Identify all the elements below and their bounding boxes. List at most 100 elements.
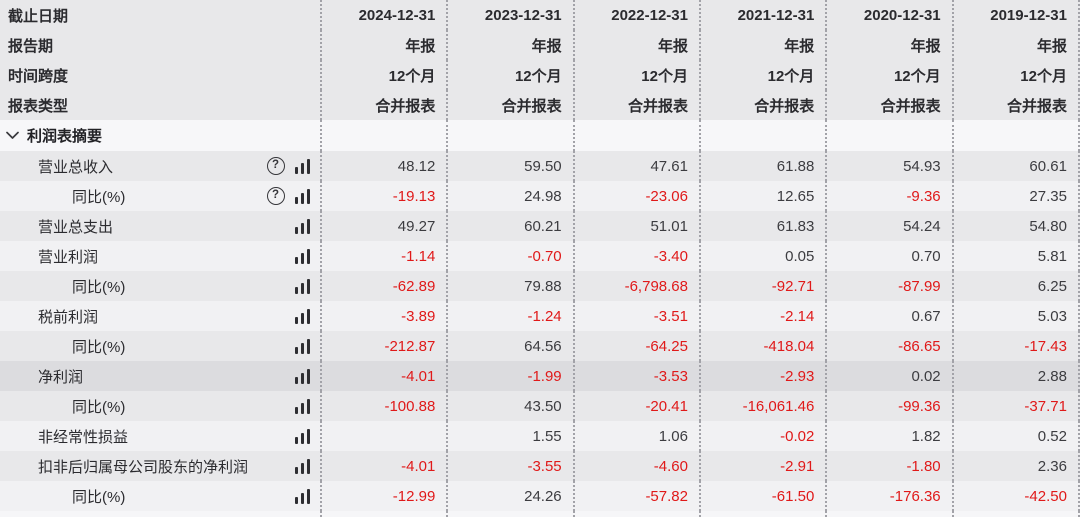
bar-chart-icon[interactable] [294, 308, 310, 324]
header-cell: 合并报表 [446, 90, 572, 120]
value-cell: 0.05 [698, 241, 825, 271]
section-row[interactable]: 利润表摘要 [0, 120, 1080, 151]
bar-chart-icon[interactable] [294, 218, 310, 234]
value-cell: 54.80 [951, 211, 1080, 241]
bar-chart-icon[interactable] [294, 368, 310, 384]
value-cell: -16,061.46 [698, 391, 825, 421]
value-cell: 6.25 [951, 271, 1080, 301]
section-title: 利润表摘要 [27, 128, 103, 145]
row-label: 同比(%) [72, 398, 126, 416]
value-cell: -99.36 [825, 391, 951, 421]
value-cell: 59.50 [446, 151, 572, 181]
value-cell: 51.01 [572, 211, 699, 241]
value-cell: -1.99 [446, 361, 572, 391]
bar-chart-icon[interactable] [294, 428, 310, 444]
header-row-label: 截止日期 [8, 7, 69, 25]
row-label: 营业总支出 [38, 218, 114, 236]
bar-chart-icon[interactable] [294, 158, 310, 174]
bar-chart-icon[interactable] [294, 488, 310, 504]
header-cell: 合并报表 [951, 90, 1080, 120]
value-cell: -42.50 [951, 481, 1080, 511]
header-row: 报表类型 合并报表 合并报表 合并报表 合并报表 合并报表 合并报表 [0, 90, 1080, 120]
header-cell: 12个月 [446, 60, 572, 90]
value-cell: 48.12 [320, 151, 446, 181]
value-cell: 0.67 [825, 301, 951, 331]
row-label: 同比(%) [72, 488, 126, 506]
value-cell: -17.43 [951, 331, 1080, 361]
value-cell: 27.35 [951, 181, 1080, 211]
bar-chart-icon[interactable] [294, 188, 310, 204]
value-cell: -1.80 [825, 451, 951, 481]
chevron-down-icon[interactable] [6, 131, 19, 140]
value-cell: 24.98 [446, 181, 572, 211]
table-row: 同比(%) -100.88 43.50 -20.41 -16,061.46 -9… [0, 391, 1080, 421]
header-cell: 12个月 [825, 60, 951, 90]
table-row: 同比(%) -12.99 24.26 -57.82 -61.50 -176.36… [0, 481, 1080, 511]
header-cell: 年报 [951, 30, 1080, 60]
bar-chart-icon[interactable] [294, 398, 310, 414]
value-cell: -212.87 [320, 331, 446, 361]
value-cell: 1.82 [825, 421, 951, 451]
value-cell: 61.88 [698, 151, 825, 181]
value-cell: -57.82 [572, 481, 699, 511]
header-cell: 12个月 [572, 60, 699, 90]
help-icon[interactable]: ? [266, 157, 285, 175]
header-cell: 2024-12-31 [320, 0, 446, 30]
value-cell: -1.14 [320, 241, 446, 271]
value-cell: 1.06 [572, 421, 699, 451]
table-row: 同比(%) -212.87 64.56 -64.25 -418.04 -86.6… [0, 331, 1080, 361]
value-cell: -3.40 [572, 241, 699, 271]
value-cell: -4.01 [320, 361, 446, 391]
header-row: 时间跨度 12个月 12个月 12个月 12个月 12个月 12个月 [0, 60, 1080, 90]
header-cell: 12个月 [698, 60, 825, 90]
bar-chart-icon[interactable] [294, 458, 310, 474]
row-label: 净利润 [38, 368, 84, 386]
value-cell: 2.36 [951, 451, 1080, 481]
table-row: 税前利润 -3.89 -1.24 -3.51 -2.14 0.67 5.03 [0, 301, 1080, 331]
value-cell: -2.91 [698, 451, 825, 481]
row-label: 同比(%) [72, 188, 126, 206]
section-cell [951, 120, 1080, 151]
row-label: 扣非后归属母公司股东的净利润 [38, 458, 249, 476]
header-cell: 合并报表 [572, 90, 699, 120]
value-cell: -418.04 [698, 331, 825, 361]
value-cell: -19.13 [320, 181, 446, 211]
value-cell: -37.71 [951, 391, 1080, 421]
header-cell: 12个月 [951, 60, 1080, 90]
value-cell: -3.51 [572, 301, 699, 331]
header-cell: 2023-12-31 [446, 0, 572, 30]
value-cell: 2.88 [951, 361, 1080, 391]
table-row: 营业总支出 49.27 60.21 51.01 61.83 54.24 54.8… [0, 211, 1080, 241]
partial-next-row [0, 511, 1080, 517]
value-cell: 64.56 [446, 331, 572, 361]
value-cell: 5.03 [951, 301, 1080, 331]
value-cell: 24.26 [446, 481, 572, 511]
header-cell: 2022-12-31 [572, 0, 699, 30]
value-cell: -2.14 [698, 301, 825, 331]
bar-chart-icon[interactable] [294, 248, 310, 264]
header-cell: 合并报表 [825, 90, 951, 120]
section-cell [320, 120, 446, 151]
header-row-label: 报告期 [8, 37, 54, 55]
value-cell: -64.25 [572, 331, 699, 361]
header-cell: 年报 [446, 30, 572, 60]
header-row: 报告期 年报 年报 年报 年报 年报 年报 [0, 30, 1080, 60]
row-label: 营业利润 [38, 248, 99, 266]
header-cell: 年报 [698, 30, 825, 60]
value-cell: -9.36 [825, 181, 951, 211]
header-cell: 12个月 [320, 60, 446, 90]
header-cell: 合并报表 [320, 90, 446, 120]
bar-chart-icon[interactable] [294, 278, 310, 294]
bar-chart-icon[interactable] [294, 338, 310, 354]
value-cell: -1.24 [446, 301, 572, 331]
value-cell: 60.21 [446, 211, 572, 241]
table-row: 营业总收入 ? 48.12 59.50 47.61 61.88 54.93 60… [0, 151, 1080, 181]
row-label: 同比(%) [72, 338, 126, 356]
help-icon[interactable]: ? [266, 187, 285, 205]
value-cell: 54.24 [825, 211, 951, 241]
value-cell: 0.52 [951, 421, 1080, 451]
value-cell: 60.61 [951, 151, 1080, 181]
header-cell: 2020-12-31 [825, 0, 951, 30]
value-cell: 12.65 [698, 181, 825, 211]
value-cell: -92.71 [698, 271, 825, 301]
